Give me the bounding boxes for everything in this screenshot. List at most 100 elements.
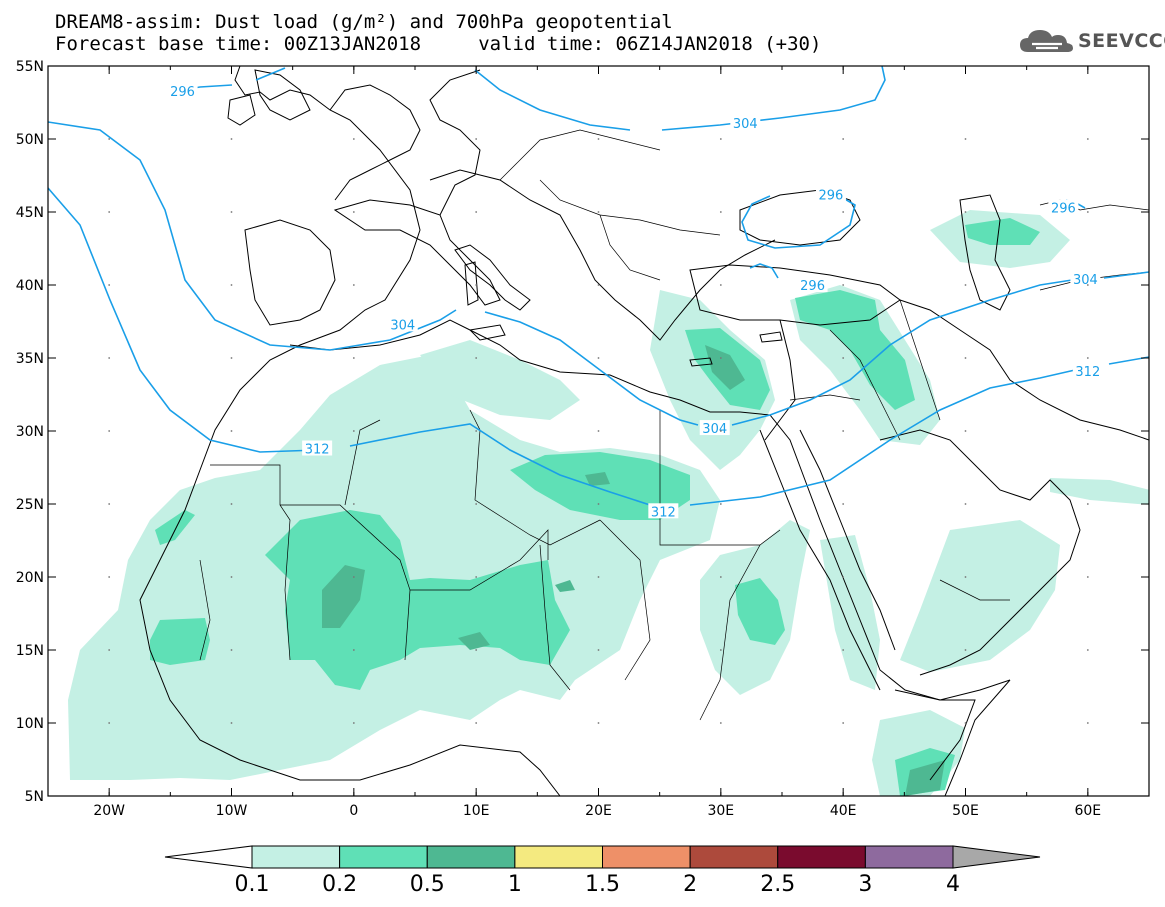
latitude-labels: 55N 50N 45N 40N 35N 30N 25N 20N 15N 10N 5N [16, 59, 44, 805]
contour-label: 296 [1051, 202, 1076, 217]
lon-label: 40E [830, 803, 857, 819]
contour-label-bg [302, 440, 333, 456]
lon-label: 0 [349, 803, 358, 819]
grid-dot [230, 357, 233, 359]
grid-dot [230, 649, 233, 651]
grid-dot [597, 576, 600, 578]
contour-label-bg [1072, 363, 1103, 379]
grid-dot [352, 211, 355, 213]
contour-label-bg [648, 503, 679, 519]
contour-label-bg [1070, 271, 1101, 287]
grid-dot [964, 649, 967, 651]
contour-label-bg [1048, 199, 1079, 215]
grid-dot [597, 649, 600, 651]
grid-dot [475, 357, 478, 359]
grid-dot [475, 138, 478, 140]
grid-dot [842, 357, 845, 359]
grid-dot [108, 138, 111, 140]
grid-dot [964, 284, 967, 286]
grid-dot [475, 722, 478, 724]
grid-dot [108, 284, 111, 286]
grid-dot [352, 503, 355, 505]
grid-dot [719, 722, 722, 724]
grid-dot [475, 503, 478, 505]
grid-dot [719, 284, 722, 286]
colorbar-level-label: 3 [858, 872, 873, 897]
grid-dot [719, 138, 722, 140]
map-title: DREAM8-assim: Dust load (g/m²) and 700hP… [55, 11, 673, 33]
contour-label: 296 [819, 188, 844, 203]
colorbar-level-label: 2 [683, 872, 698, 897]
seevccc-logo: SEEVCCC [1018, 24, 1165, 58]
lat-label: 5N [25, 789, 44, 805]
lon-label: 10W [216, 803, 248, 819]
grid-dot [230, 722, 233, 724]
grid-dot [719, 430, 722, 432]
colorbar-level-label: 0.1 [234, 872, 270, 897]
grid-dot [597, 138, 600, 140]
lon-label: 50E [952, 803, 979, 819]
grid-dot [352, 284, 355, 286]
forecast-times: Forecast base time: 00Z13JAN2018 valid t… [55, 33, 822, 55]
lat-label: 30N [16, 424, 44, 440]
lon-label: 60E [1074, 803, 1101, 819]
grid-dot [108, 722, 111, 724]
grid-dot [1086, 503, 1089, 505]
grid-dot [719, 576, 722, 578]
dust-map: 296 304 296 296 296 304 304 312 304 312 312 55N 50N… [16, 59, 1150, 819]
grid-dot [842, 284, 845, 286]
contour-label: 296 [170, 85, 195, 100]
grid-dot [352, 357, 355, 359]
geopotential-contours [48, 66, 1149, 506]
contour-label: 304 [702, 422, 727, 437]
grid-dot [230, 576, 233, 578]
grid-dot [1086, 357, 1089, 359]
grid-dot [719, 503, 722, 505]
contour-label-bg [815, 186, 846, 202]
grid-dot [230, 284, 233, 286]
brand-name: SEEVCCC [1078, 30, 1165, 52]
contour-label-bg [730, 114, 761, 130]
lon-label: 10E [463, 803, 490, 819]
grid-dot [842, 138, 845, 140]
grid-dot [964, 430, 967, 432]
lon-label: 30E [707, 803, 734, 819]
grid-dot [842, 503, 845, 505]
contour-label: 304 [1073, 273, 1098, 288]
grid-dot [1086, 722, 1089, 724]
grid-dot [475, 284, 478, 286]
contour-label-bg [699, 420, 730, 436]
grid-dot [352, 576, 355, 578]
grid-dot [108, 357, 111, 359]
grid-dot [719, 211, 722, 213]
grid-dot [108, 649, 111, 651]
grid-dot [352, 138, 355, 140]
grid-dot [719, 649, 722, 651]
grid-dot [230, 430, 233, 432]
contour-label: 304 [390, 318, 415, 333]
axis-ticks [47, 65, 1150, 797]
grid-dot [842, 722, 845, 724]
grid-dot [352, 649, 355, 651]
grid-dot [842, 211, 845, 213]
colorbar-level-label: 0.2 [322, 872, 358, 897]
grid-dot [1086, 211, 1089, 213]
grid-dot [842, 430, 845, 432]
dust-shading-dark [322, 345, 945, 796]
grid-dot [475, 211, 478, 213]
colorbar-level-label: 2.5 [760, 872, 796, 897]
grid-dot [964, 357, 967, 359]
lat-label: 55N [16, 59, 44, 75]
grid-dot [597, 430, 600, 432]
grid-dot [230, 138, 233, 140]
grid-dot [842, 649, 845, 651]
grid-dot [964, 503, 967, 505]
grid-dot [108, 430, 111, 432]
grid-dot [964, 576, 967, 578]
grid-dot [842, 576, 845, 578]
lat-label: 10N [16, 716, 44, 732]
colorbar-level-label: 4 [946, 872, 960, 897]
contour-label: 312 [651, 505, 676, 520]
contour-label: 312 [305, 443, 330, 458]
lat-label: 15N [16, 643, 44, 659]
